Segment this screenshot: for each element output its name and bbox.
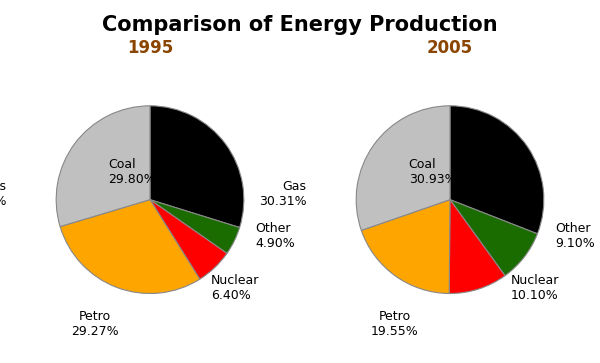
- Text: Coal
30.93%: Coal 30.93%: [409, 158, 456, 186]
- Wedge shape: [361, 200, 450, 294]
- Wedge shape: [56, 106, 150, 227]
- Text: Coal
29.80%: Coal 29.80%: [109, 158, 157, 186]
- Wedge shape: [356, 106, 450, 231]
- Text: Comparison of Energy Production: Comparison of Energy Production: [102, 15, 498, 34]
- Wedge shape: [60, 200, 200, 294]
- Text: Nuclear
10.10%: Nuclear 10.10%: [511, 274, 559, 302]
- Text: Nuclear
6.40%: Nuclear 6.40%: [211, 274, 259, 302]
- Title: 2005: 2005: [427, 39, 473, 57]
- Wedge shape: [150, 200, 239, 253]
- Wedge shape: [150, 106, 244, 228]
- Text: Petro
19.55%: Petro 19.55%: [371, 310, 419, 338]
- Text: Petro
29.27%: Petro 29.27%: [71, 310, 119, 338]
- Wedge shape: [450, 200, 538, 276]
- Text: Gas
30.31%: Gas 30.31%: [259, 180, 307, 208]
- Text: Gas
29.63%: Gas 29.63%: [0, 180, 7, 208]
- Title: 1995: 1995: [127, 39, 173, 57]
- Wedge shape: [450, 106, 544, 234]
- Wedge shape: [449, 200, 505, 294]
- Text: Other
9.10%: Other 9.10%: [555, 221, 595, 249]
- Wedge shape: [150, 200, 227, 279]
- Text: Other
4.90%: Other 4.90%: [255, 221, 295, 249]
